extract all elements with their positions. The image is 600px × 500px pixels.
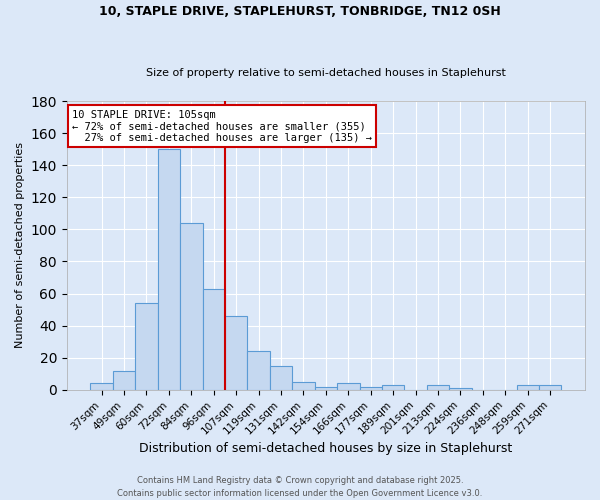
- Bar: [539, 385, 562, 390]
- Bar: [517, 385, 539, 390]
- Bar: [203, 289, 225, 390]
- X-axis label: Distribution of semi-detached houses by size in Staplehurst: Distribution of semi-detached houses by …: [139, 442, 512, 455]
- Bar: [91, 384, 113, 390]
- Bar: [427, 385, 449, 390]
- Bar: [270, 366, 292, 390]
- Bar: [247, 352, 270, 390]
- Text: 10 STAPLE DRIVE: 105sqm
← 72% of semi-detached houses are smaller (355)
  27% of: 10 STAPLE DRIVE: 105sqm ← 72% of semi-de…: [72, 110, 372, 143]
- Bar: [158, 149, 180, 390]
- Bar: [225, 316, 247, 390]
- Bar: [359, 386, 382, 390]
- Bar: [135, 303, 158, 390]
- Bar: [113, 370, 135, 390]
- Bar: [449, 388, 472, 390]
- Bar: [337, 384, 359, 390]
- Text: 10, STAPLE DRIVE, STAPLEHURST, TONBRIDGE, TN12 0SH: 10, STAPLE DRIVE, STAPLEHURST, TONBRIDGE…: [99, 5, 501, 18]
- Bar: [292, 382, 314, 390]
- Y-axis label: Number of semi-detached properties: Number of semi-detached properties: [15, 142, 25, 348]
- Bar: [382, 385, 404, 390]
- Text: Contains HM Land Registry data © Crown copyright and database right 2025.
Contai: Contains HM Land Registry data © Crown c…: [118, 476, 482, 498]
- Title: Size of property relative to semi-detached houses in Staplehurst: Size of property relative to semi-detach…: [146, 68, 506, 78]
- Bar: [314, 386, 337, 390]
- Bar: [180, 223, 203, 390]
